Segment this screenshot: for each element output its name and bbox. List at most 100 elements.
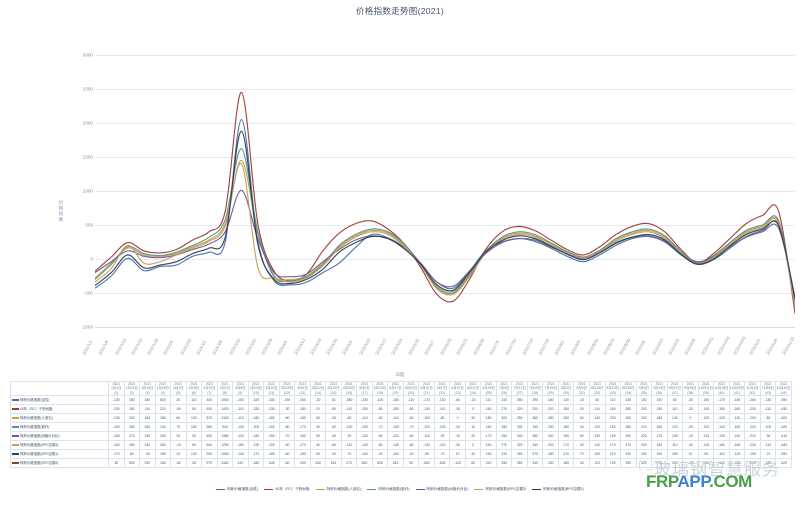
table-cell: 60 bbox=[464, 457, 482, 468]
table-cell: -80 bbox=[325, 403, 342, 414]
table-column-header: 2021 4月12日 (14) bbox=[309, 381, 327, 396]
x-axis-tick: 2021/5/31 bbox=[406, 337, 421, 356]
table-cell: -50 bbox=[325, 421, 342, 432]
table-cell: -630 bbox=[433, 457, 451, 468]
gridline bbox=[95, 157, 795, 158]
table-cell: 970 bbox=[201, 457, 218, 468]
legend-item[interactable]: 阿郎价格指数(树脂价对比) bbox=[415, 487, 468, 492]
x-axis-tick: 2021/8/9 bbox=[569, 339, 582, 356]
table-cell: -30 bbox=[309, 394, 327, 405]
legend-color-swatch bbox=[367, 488, 377, 491]
table-row: 阿郎价格指数(BPG空模3) -160 280 230 260 -10 50 640 1250-… bbox=[10, 439, 792, 450]
y-axis-title: 价格指数 bbox=[59, 200, 64, 223]
series-color-swatch bbox=[12, 425, 19, 428]
table-cell: -80 bbox=[433, 412, 451, 423]
series-color-swatch bbox=[12, 443, 19, 446]
x-axis-tick: 2021/4/6 bbox=[276, 339, 289, 356]
table-cell: -70 bbox=[371, 421, 389, 432]
table-cell: 50 bbox=[185, 403, 203, 414]
table-cell: -90 bbox=[759, 430, 777, 441]
table-column-header: 2021 1月25日 (4) bbox=[154, 381, 172, 396]
table-cell: 1380 bbox=[216, 430, 234, 441]
x-axis-tick: 2021/9/26 bbox=[683, 337, 697, 356]
table-body: 阿郎价格指数(油性) -130 180 180 630 20 110 400 1050 -250-… bbox=[10, 394, 792, 468]
table-cell: 110 bbox=[480, 394, 497, 405]
table-column-header: 2021 7月12日 (27) bbox=[511, 381, 528, 396]
table-cell: -110 bbox=[340, 439, 358, 450]
table-cell: 250 bbox=[542, 412, 559, 423]
table-cell: 60 bbox=[170, 412, 187, 423]
table-cell: -100 bbox=[759, 421, 777, 432]
table-cell: 180 bbox=[604, 421, 622, 432]
legend-item[interactable]: 阿郎价格指数(BPG空模1) bbox=[532, 487, 584, 492]
table-cell: -100 bbox=[356, 448, 373, 459]
table-cell: -230 bbox=[356, 394, 373, 405]
table-column-header: 2021 3月29日 (12) bbox=[278, 381, 296, 396]
table-column-header: 2021 2月8日 (6) bbox=[185, 381, 203, 396]
table-cell: 30 bbox=[309, 439, 327, 450]
table-column-header: 2021 6月7日 (22) bbox=[433, 381, 451, 396]
x-axis-tick: 2021/8/16 bbox=[585, 337, 600, 356]
table-cell: -150 bbox=[697, 394, 715, 405]
table-column-header: 2021 7月19日 (28) bbox=[526, 381, 544, 396]
legend-item[interactable]: 40年（RC）干粉树脂 bbox=[264, 487, 310, 492]
table-cell: -60 bbox=[325, 439, 342, 450]
table-cell: 290 bbox=[495, 430, 513, 441]
table-column-header: 2021 8月23日 (33) bbox=[604, 381, 622, 396]
table-cell: -190 bbox=[263, 430, 280, 441]
table-cell: -160 bbox=[294, 430, 311, 441]
table-column-header: 2021 6月28日 (25) bbox=[480, 381, 497, 396]
table-cell: -10 bbox=[170, 439, 187, 450]
table-cell: 240 bbox=[635, 448, 653, 459]
table-cell: -80 bbox=[371, 439, 389, 450]
table-cell: 30 bbox=[108, 457, 125, 468]
table-cell: 150 bbox=[666, 448, 684, 459]
y-axis-tick: 1000 bbox=[82, 188, 93, 194]
table-cell: 10 bbox=[682, 448, 699, 459]
table-cell: -150 bbox=[294, 412, 311, 423]
table-cell: 310 bbox=[620, 448, 637, 459]
table-cell: 350 bbox=[495, 457, 513, 468]
table-cell: -150 bbox=[713, 403, 730, 414]
legend-item[interactable]: 阿郎价格指数(玻纤) bbox=[367, 487, 410, 492]
legend-item[interactable]: 阿郎价格指数(BPG空模3) bbox=[474, 487, 526, 492]
table-row: 阿郎价格指数(树脂价对比) -160 270 130 200 20 30 620 1380 -12… bbox=[10, 430, 792, 441]
table-cell: 20 bbox=[309, 403, 327, 414]
series-color-swatch bbox=[12, 407, 19, 410]
table-cell: -60 bbox=[402, 430, 420, 441]
table-cell: 270 bbox=[620, 439, 637, 450]
table-column-header: 2021 2月1日 (5) bbox=[170, 381, 187, 396]
legend-label: 阿郎价格指数(人造石) bbox=[326, 487, 362, 491]
table-cell: -130 bbox=[108, 403, 125, 414]
table-cell: -50 bbox=[371, 412, 389, 423]
table-cell: 70 bbox=[573, 448, 590, 459]
table-cell: 130 bbox=[139, 430, 156, 441]
table-cell: 200 bbox=[154, 430, 172, 441]
table-cell: -190 bbox=[744, 448, 761, 459]
table-cell: 90 bbox=[402, 457, 420, 468]
table-cell: -120 bbox=[713, 412, 730, 423]
table-cell: -70 bbox=[340, 448, 358, 459]
legend-item[interactable]: 阿郎价格指数(油性) bbox=[216, 487, 258, 492]
table-cell: -160 bbox=[728, 403, 746, 414]
x-axis-tick: 2021/6/15 bbox=[439, 337, 453, 356]
x-axis-tick: 2021/10/18 bbox=[715, 335, 731, 356]
table-cell: -100 bbox=[387, 448, 404, 459]
x-axis-tick: 2021/9/22 bbox=[667, 337, 681, 356]
table-cell: -140 bbox=[713, 421, 730, 432]
table-cell: -180 bbox=[294, 403, 311, 414]
table-cell: -70 bbox=[433, 448, 451, 459]
table-column-header: 2021 9月22日 (37) bbox=[666, 381, 684, 396]
table-cell: 200 bbox=[635, 403, 653, 414]
legend-item[interactable]: 阿郎价格指数(人造石) bbox=[315, 487, 362, 492]
table-row-label: 阿郎价格指数(人造石) bbox=[10, 412, 109, 423]
x-axis-tick: 2021/3/8 bbox=[211, 339, 224, 356]
table-cell: -170 bbox=[108, 448, 125, 459]
x-axis-tick: 2021/2/5 bbox=[162, 339, 175, 356]
table-column-header: 2021 11月1日 (42) bbox=[744, 381, 761, 396]
x-axis-tick: 2021/3/15 bbox=[227, 337, 241, 356]
legend-label: 40年（RC）干粉树脂 bbox=[275, 487, 310, 491]
table-cell: 290 bbox=[526, 394, 544, 405]
table-cell: -560 bbox=[418, 457, 435, 468]
x-axis-tick: 2021/4/19 bbox=[308, 337, 323, 356]
